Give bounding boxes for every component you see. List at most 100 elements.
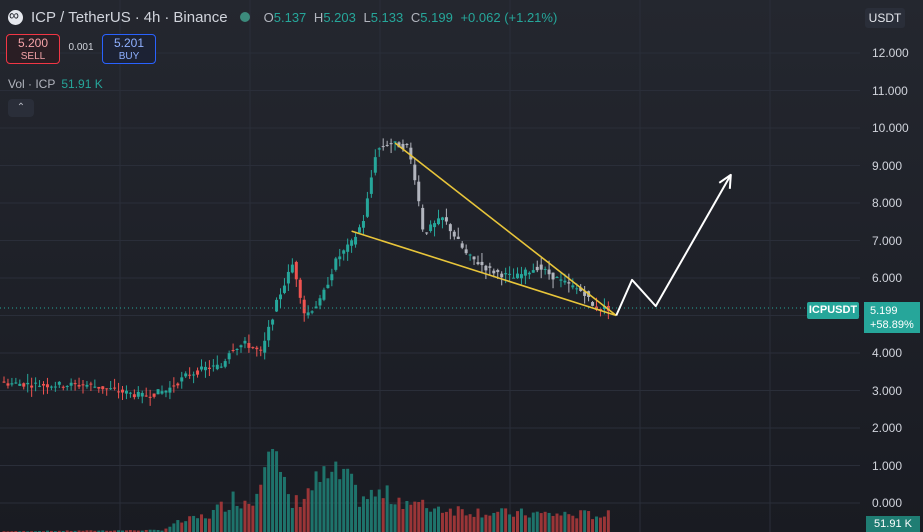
ohlc-legend: O5.137 H5.203 L5.133 C5.199 +0.062 (+1.2… xyxy=(260,10,558,25)
volume-bar xyxy=(361,496,365,532)
volume-bar xyxy=(575,518,579,532)
candle-body xyxy=(113,387,117,389)
volume-bar xyxy=(602,516,606,532)
price-axis-label: 3.000 xyxy=(872,383,903,398)
volume-bar xyxy=(326,478,330,532)
volume-bar xyxy=(69,530,73,532)
candle-body xyxy=(101,386,105,390)
volume-bar xyxy=(401,509,405,532)
volume-bar xyxy=(144,529,148,532)
volume-bar xyxy=(180,522,184,532)
buy-price: 5.201 xyxy=(113,36,145,50)
low-value: 5.133 xyxy=(370,9,404,25)
volume-bar xyxy=(606,510,610,532)
volume-bar xyxy=(45,530,49,532)
volume-bar xyxy=(239,508,243,532)
candle-body xyxy=(346,244,350,252)
candle-body xyxy=(132,394,136,398)
volume-bar xyxy=(113,530,117,532)
candle-body xyxy=(6,383,10,386)
candle-body xyxy=(389,143,393,145)
candle-body xyxy=(259,349,263,351)
candle-body xyxy=(456,236,460,240)
volume-bar xyxy=(595,516,598,532)
candle-body xyxy=(109,388,113,390)
symbol-header[interactable]: ICP / TetherUS · 4h · Binance O5.137 H5.… xyxy=(8,7,557,27)
candle-body xyxy=(567,282,571,284)
candle-body xyxy=(318,298,322,306)
candle-body xyxy=(286,271,290,284)
symbol-separator: / xyxy=(60,8,65,26)
candle-body xyxy=(508,273,512,275)
buy-button[interactable]: 5.201 BUY xyxy=(102,34,156,64)
volume-bar xyxy=(527,517,531,532)
volume-bar xyxy=(535,511,539,532)
candle-body xyxy=(342,250,346,254)
volume-bar xyxy=(306,488,310,532)
volume-bar xyxy=(136,530,140,532)
candle-body xyxy=(22,383,26,387)
quote-currency: TetherUS xyxy=(68,8,131,26)
candle-body xyxy=(365,198,369,217)
arrow-head-icon xyxy=(718,173,732,189)
candle-body xyxy=(124,390,128,394)
volume-bar xyxy=(389,504,393,532)
candle-body xyxy=(290,264,294,273)
candle-body xyxy=(294,261,298,280)
candle-body xyxy=(34,382,38,384)
price-axis-label: 0.000 xyxy=(872,496,903,510)
volume-bar xyxy=(124,530,128,532)
candle-body xyxy=(543,268,547,270)
candle-body xyxy=(440,217,444,221)
candle-body xyxy=(231,349,235,351)
candle-body xyxy=(527,272,531,275)
candle-body xyxy=(385,144,389,146)
volume-legend[interactable]: Vol · ICP 51.91 K xyxy=(8,77,103,91)
currency-selector[interactable]: USDT xyxy=(865,8,905,28)
candle-body xyxy=(152,393,156,397)
volume-bar xyxy=(89,530,93,532)
volume-bar xyxy=(358,506,361,532)
candle-body xyxy=(227,353,231,360)
candle-body xyxy=(448,224,452,232)
volume-bar xyxy=(227,509,231,532)
candle-body xyxy=(310,311,314,313)
volume-bar xyxy=(472,516,476,532)
open-value: 5.137 xyxy=(273,9,307,25)
candle-body xyxy=(164,390,168,393)
candle-body xyxy=(2,381,6,383)
high-label: H xyxy=(313,9,324,25)
volume-bar xyxy=(109,530,113,532)
symbol-name: ICP xyxy=(31,8,57,26)
candle-body xyxy=(433,223,437,228)
collapse-legend-button[interactable]: ⌃ xyxy=(8,99,34,117)
volume-bar xyxy=(508,514,512,532)
candle-body xyxy=(275,299,279,312)
volume-bar xyxy=(523,515,527,532)
candle-body xyxy=(49,386,53,388)
candle-body xyxy=(57,381,61,385)
candle-body xyxy=(89,383,93,385)
volume-bar xyxy=(346,468,350,532)
sell-button[interactable]: 5.200 SELL xyxy=(6,34,60,64)
price-axis-label: 11.000 xyxy=(872,83,908,98)
close-label: C xyxy=(410,9,421,25)
candle-body xyxy=(176,383,180,386)
volume-bar xyxy=(267,451,271,532)
candle-body xyxy=(354,236,358,245)
candle-body xyxy=(393,141,397,143)
volume-bar xyxy=(555,513,559,532)
candle-body xyxy=(591,302,595,306)
volume-bar xyxy=(207,518,211,532)
candle-body xyxy=(516,273,519,279)
candle-body xyxy=(203,366,207,371)
volume-bar xyxy=(77,530,81,532)
candle-body xyxy=(519,274,523,279)
last-price-label: 5.199 +58.89% xyxy=(864,302,920,333)
volume-bar xyxy=(456,506,460,532)
candle-body xyxy=(207,367,211,370)
volume-bar xyxy=(354,484,358,532)
candle-body xyxy=(334,258,338,270)
price-axis-label: 8.000 xyxy=(872,196,903,210)
